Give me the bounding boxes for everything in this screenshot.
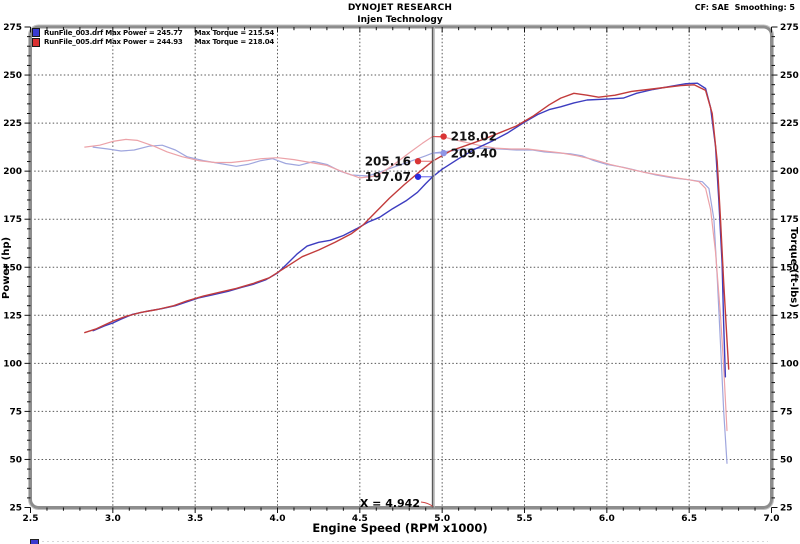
power-axis-title: Power (hp): [1, 236, 12, 299]
torque-axis-tick-label: 50: [780, 455, 793, 465]
annotation-dot: [414, 173, 422, 180]
legend-max-torque-text: Max Torque = 215.54: [194, 28, 275, 37]
runfile_005-power-curve: [84, 84, 730, 370]
power-axis-tick-label: 50: [9, 455, 22, 465]
legend-row-RunFile_003.drf[interactable]: RunFile_003.drf Max Power = 245.77 Max To…: [32, 28, 274, 38]
report-title: DYNOJET RESEARCH: [347, 3, 453, 13]
power-axis-tick-label: 250: [3, 71, 22, 81]
torque-axis-tick-label: 250: [780, 71, 799, 81]
torque-axis-tick-label: 25: [780, 504, 793, 514]
partial-legend-swatch: [30, 539, 39, 544]
torque-axis-tick-label: 275: [780, 23, 799, 33]
runfile_003-power-curve: [92, 82, 727, 378]
power-axis-tick-label: 175: [3, 215, 22, 225]
legend-max-torque-text: Max Torque = 218.04: [194, 38, 275, 47]
torque-axis-tick-label: 125: [780, 311, 799, 321]
report-subtitle: Injen Technology: [357, 15, 443, 25]
rpm-axis-tick-label: 2.5: [23, 514, 39, 524]
rpm-axis-tick-label: 6.0: [599, 514, 615, 524]
torque-axis-tick-label: 225: [780, 119, 799, 129]
run-color-swatch: [32, 28, 40, 38]
annotation-value-label: 218.02: [451, 130, 497, 144]
run-color-swatch: [32, 37, 40, 47]
power-axis-tick-label: 75: [9, 407, 22, 417]
annotation-dot: [440, 149, 447, 157]
rpm-axis-tick-label: 3.5: [187, 514, 203, 524]
torque-axis-tick-label: 75: [780, 407, 793, 417]
correction-smoothing-readout: CF: SAE Smoothing: 5: [694, 3, 795, 12]
power-axis-tick-label: 100: [3, 359, 22, 369]
rpm-axis-tick-label: 4.0: [270, 514, 286, 524]
legend-max-power-text: RunFile_005.drf Max Power = 244.93: [44, 38, 183, 47]
annotation-dot: [414, 158, 422, 165]
torque-axis-tick-label: 100: [780, 359, 799, 369]
rpm-axis-tick-label: 4.5: [352, 514, 368, 524]
cursor-leader-line: [420, 501, 433, 507]
rpm-axis-title: Engine Speed (RPM x1000): [312, 521, 488, 535]
run-legend: RunFile_003.drf Max Power = 245.77 Max To…: [32, 28, 274, 47]
torque-axis-title: Torque (ft-lbs): [788, 227, 799, 308]
rpm-axis-tick-label: 6.5: [681, 514, 697, 524]
rpm-axis-tick-label: 5.5: [517, 514, 533, 524]
annotation-dot: [440, 133, 447, 140]
power-axis-tick-label: 200: [3, 167, 22, 177]
power-axis-tick-label: 25: [9, 504, 22, 514]
power-axis-tick-label: 150: [3, 263, 22, 273]
rpm-axis-tick-label: 3.0: [105, 514, 121, 524]
cursor-x-readout: X = 4.942: [359, 497, 420, 510]
torque-axis-tick-label: 200: [780, 167, 799, 177]
runfile_003-torque-curve: [92, 144, 728, 464]
power-axis-tick-label: 225: [3, 119, 22, 129]
rpm-axis-tick-label: 5.0: [434, 514, 450, 524]
annotation-value-label: 197.07: [365, 170, 411, 184]
annotation-value-label: 209.40: [451, 146, 497, 160]
power-axis-tick-label: 275: [3, 23, 22, 33]
legend-row-RunFile_005.drf[interactable]: RunFile_005.drf Max Power = 244.93 Max To…: [32, 37, 275, 48]
rpm-axis-tick-label: 7.0: [764, 514, 780, 524]
annotation-value-label: 205.16: [365, 154, 411, 168]
power-axis-tick-label: 125: [3, 311, 22, 321]
torque-axis-tick-label: 175: [780, 215, 799, 225]
legend-max-power-text: RunFile_003.drf Max Power = 245.77: [44, 28, 183, 37]
torque-axis-tick-label: 150: [780, 263, 799, 273]
